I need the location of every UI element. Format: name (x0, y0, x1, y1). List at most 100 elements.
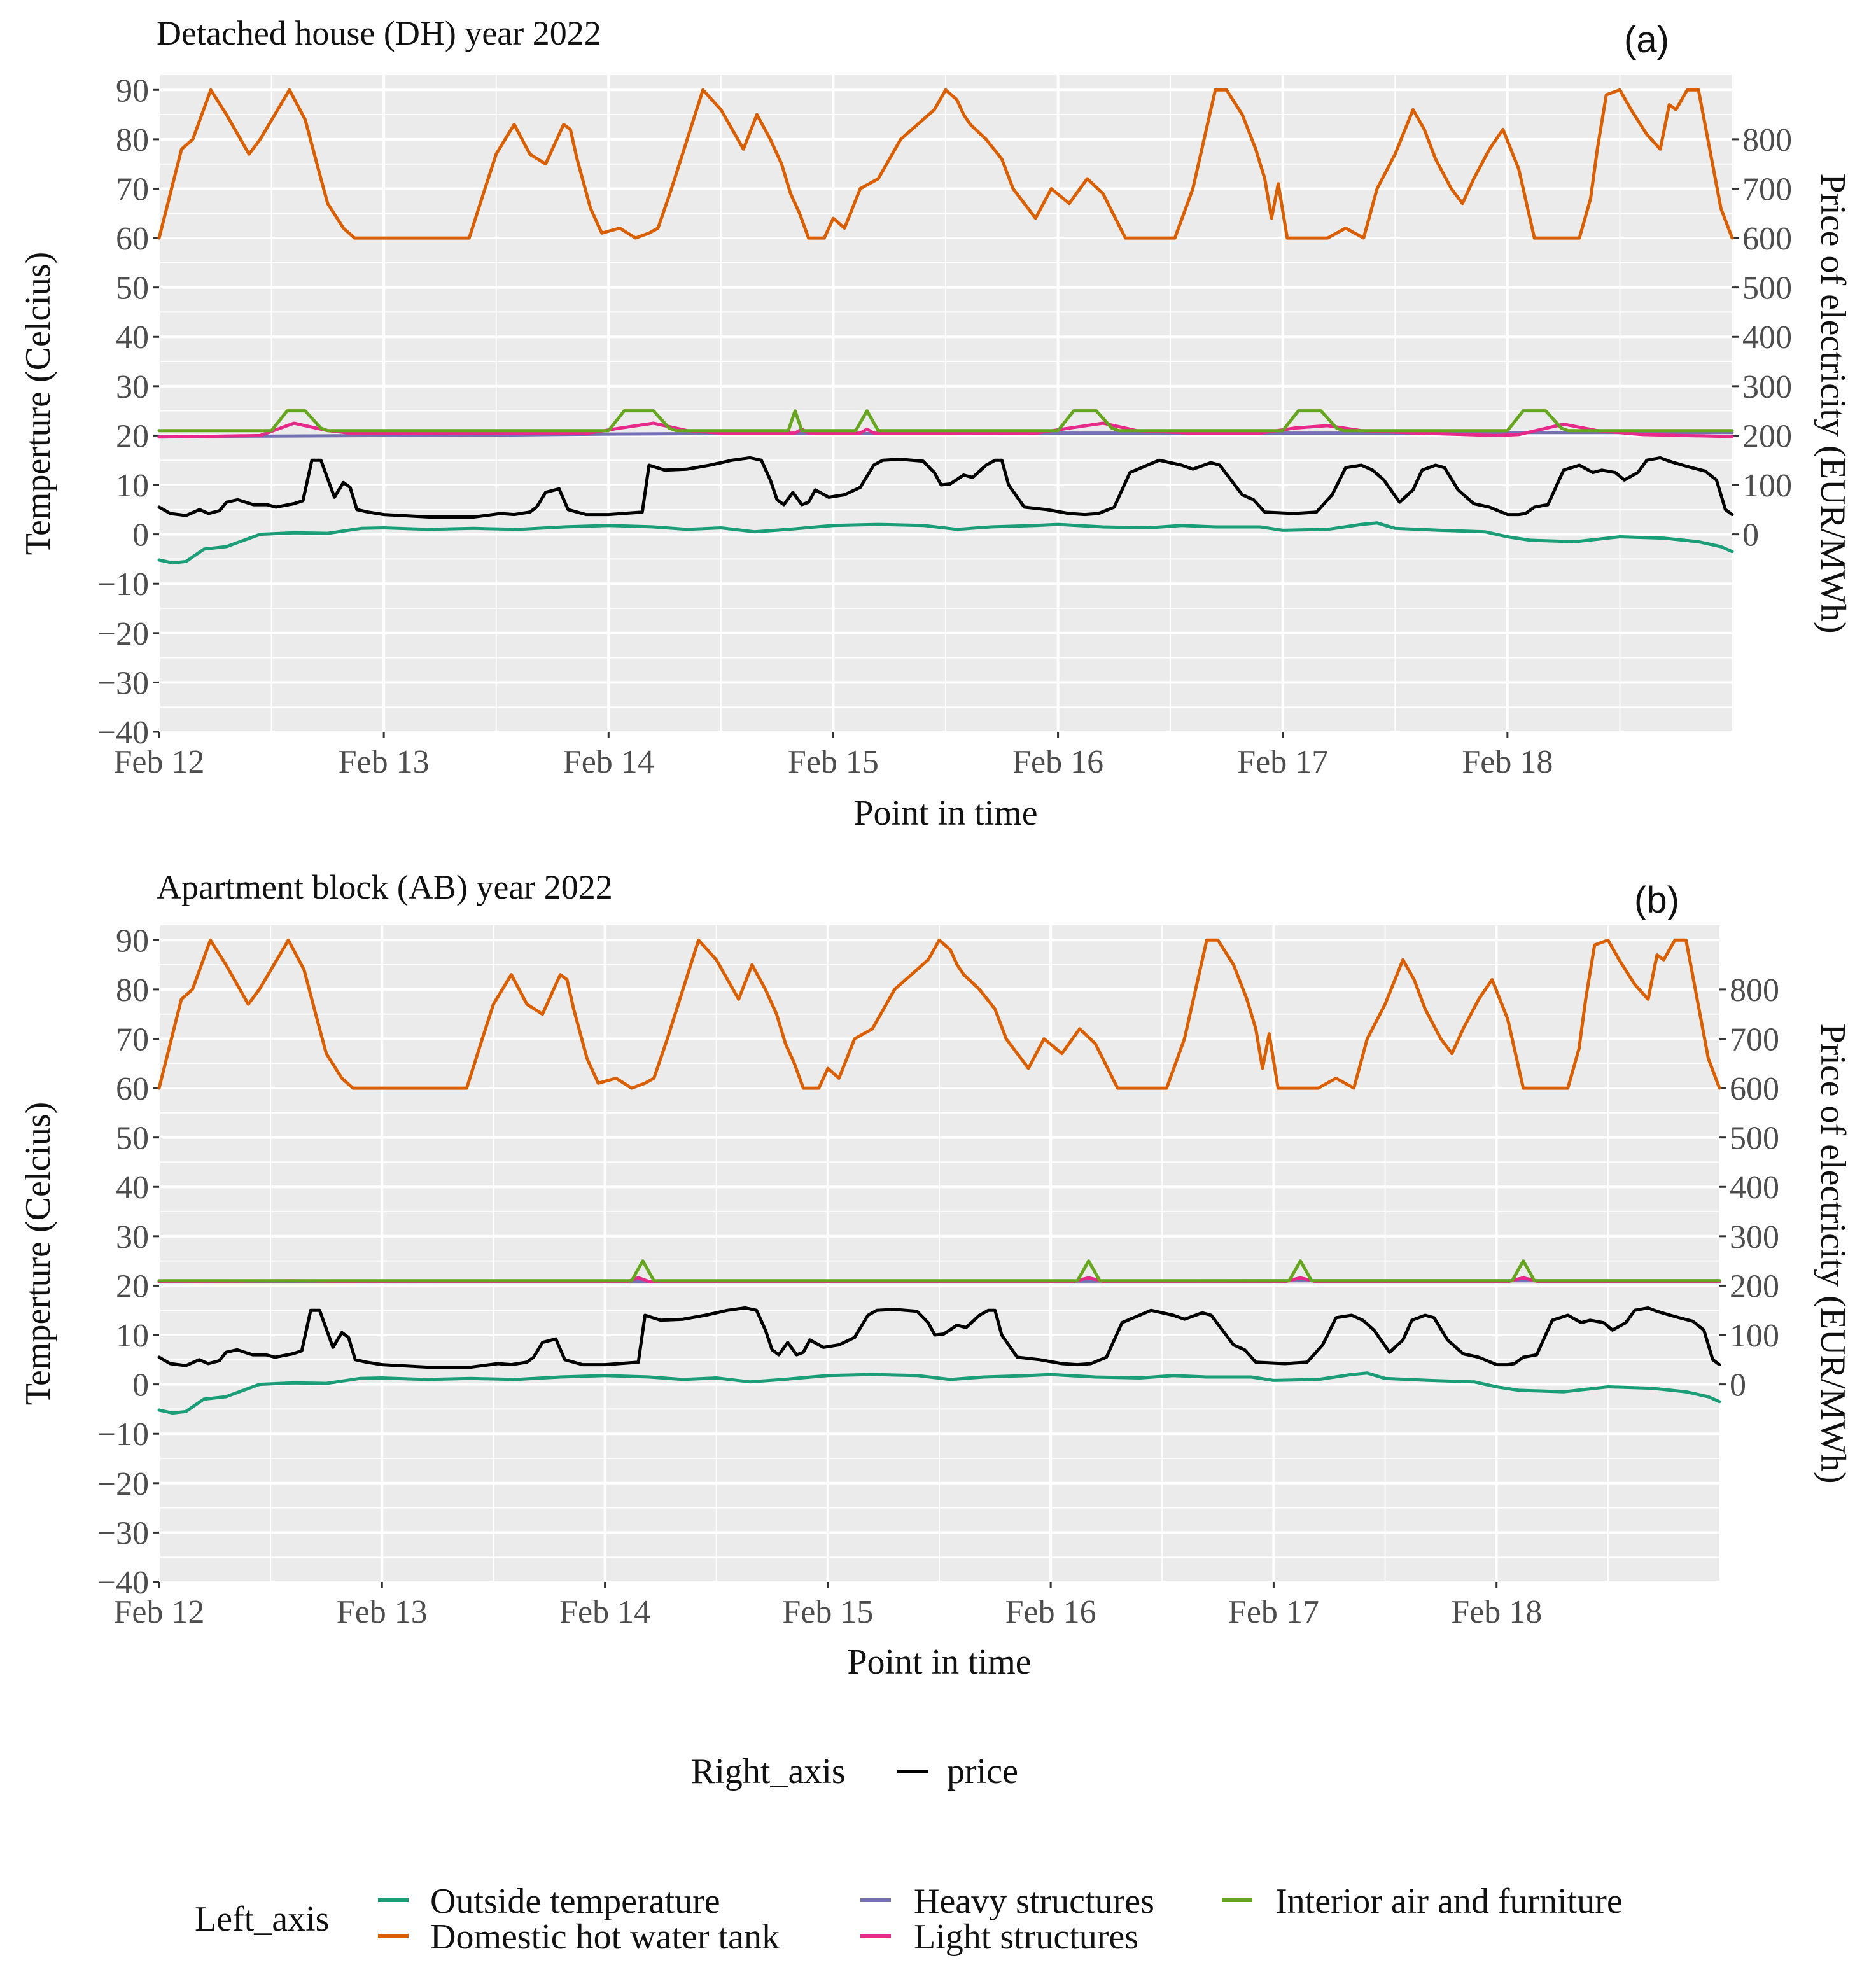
panel-a-y-tick-label: 80 (116, 122, 149, 158)
panel-b-y2-tick-label: 200 (1730, 1268, 1779, 1304)
panel-a-y-tick-label: 10 (116, 468, 149, 504)
panel-a-series-outside-temperature (157, 521, 1734, 565)
panel-b-y-tick-label: 20 (116, 1268, 149, 1304)
panel-b-y-tick-label: 70 (116, 1021, 149, 1058)
panel-b-y2-tick-label: 300 (1730, 1219, 1779, 1255)
panel-a-y-tick-label: 90 (116, 73, 149, 109)
panel-a-y2-tick-label: 300 (1742, 369, 1792, 405)
panel-a-x-axis-ticks: Feb 12 Feb 13 Feb 14 Feb 15 Feb 16 Feb 17 Feb … (114, 732, 1553, 780)
panel-a-y-tick-label: 30 (116, 369, 149, 405)
panel-b-y-tick-label: 10 (116, 1318, 149, 1354)
panel-a-y-tick-label: −20 (97, 616, 149, 652)
panel-b-title: Apartment block (AB) year 2022 (157, 868, 613, 906)
legend-right-title: Right_axis (691, 1752, 846, 1791)
panel-b-series-price (157, 1306, 1721, 1369)
legend-label-light-structures: Light structures (914, 1917, 1138, 1957)
panel-b-y2-tick-label: 0 (1730, 1367, 1746, 1404)
panel-a-x-tick-label: Feb 12 (114, 744, 205, 780)
panel-b-series-interior-air-and-furniture (157, 1259, 1721, 1283)
panel-b-y-tick-label: −20 (97, 1466, 149, 1502)
panel-a-y2-tick-label: 700 (1742, 171, 1792, 207)
panel-a-x-axis-label: Point in time (853, 794, 1037, 833)
panel-a-y2-tick-label: 400 (1742, 319, 1792, 356)
panel-b-y-tick-label: 90 (116, 923, 149, 959)
panel-a-y2-tick-label: 0 (1742, 517, 1759, 554)
panel-b-y-tick-label: −40 (97, 1565, 149, 1601)
panel-a-y-tick-label: 70 (116, 171, 149, 207)
panel-a-y-tick-label: 40 (116, 319, 149, 356)
panel-a-detached-house: Detached house (DH) year 2022 (a) −40 −30… (18, 14, 1852, 833)
panel-a-y-tick-label: 50 (116, 270, 149, 307)
panel-a-y2-tick-label: 500 (1742, 270, 1792, 307)
panel-a-x-tick-label: Feb 13 (339, 744, 430, 780)
panel-a-x-tick-label: Feb 15 (788, 744, 879, 780)
panel-b-y-tick-label: −10 (97, 1416, 149, 1453)
panel-a-x-tick-label: Feb 16 (1012, 744, 1103, 780)
legend-label-outside-temperature: Outside temperature (430, 1882, 720, 1921)
panel-a-y2-axis-label: Price of electricity (EUR/MWh) (1813, 173, 1852, 633)
panel-a-y-axis-label: Temperture (Celcius) (18, 252, 58, 556)
panel-b-x-axis-ticks: Feb 12 Feb 13 Feb 14 Feb 15 Feb 16 Feb 17 Feb … (114, 1582, 1542, 1630)
panel-b-y2-tick-label: 100 (1730, 1318, 1779, 1354)
legend-left-title: Left_axis (195, 1899, 329, 1939)
panel-b-x-tick-label: Feb 18 (1451, 1594, 1542, 1630)
panel-a-y-tick-label: 0 (132, 517, 149, 554)
panel-b-x-axis-label: Point in time (847, 1642, 1031, 1682)
panel-a-y2-tick-label: 200 (1742, 418, 1792, 454)
panel-a-y2-tick-label: 600 (1742, 221, 1792, 257)
panel-b-series-outside-temperature (157, 1371, 1721, 1415)
panel-b-y-tick-label: −30 (97, 1515, 149, 1551)
panel-a-y-tick-label: 20 (116, 418, 149, 454)
panel-b-y-tick-label: 60 (116, 1071, 149, 1107)
panel-b-y2-tick-label: 800 (1730, 972, 1779, 1009)
panel-b-tag: (b) (1634, 879, 1679, 921)
panel-a-y2-tick-label: 100 (1742, 468, 1792, 504)
panel-b-y2-tick-label: 500 (1730, 1121, 1779, 1157)
panel-b-series-domestic-hot-water-tank (157, 938, 1721, 1090)
panel-b-y-tick-label: 30 (116, 1219, 149, 1255)
panel-a-y-tick-label: −10 (97, 566, 149, 603)
panel-b-apartment-block: Apartment block (AB) year 2022 (b) −40 −3… (18, 868, 1852, 1682)
panel-b-y2-tick-label: 600 (1730, 1071, 1779, 1107)
panel-b-y-tick-label: 80 (116, 972, 149, 1009)
panel-b-y2-axis-label: Price of electricity (EUR/MWh) (1813, 1023, 1852, 1483)
panel-b-y-axis-ticks: −40 −30 −20 −10 0 10 20 30 40 50 60 70 80 90 (97, 923, 159, 1601)
panel-b-x-tick-label: Feb 17 (1228, 1594, 1319, 1630)
panel-a-y-axis-ticks: −40 −30 −20 −10 0 10 20 30 40 50 60 70 80 90 (97, 73, 159, 751)
panel-a-series-price (157, 456, 1734, 519)
panel-b-y2-axis-ticks: 0 100 200 300 400 500 600 700 800 (1719, 972, 1779, 1404)
panel-b-series (157, 938, 1721, 1415)
panel-a-y-tick-label: −30 (97, 665, 149, 701)
panel-b-x-tick-label: Feb 13 (337, 1594, 428, 1630)
panel-b-y-tick-label: 50 (116, 1121, 149, 1157)
legend-label-domestic-hot-water-tank: Domestic hot water tank (430, 1917, 780, 1957)
panel-b-x-tick-label: Feb 16 (1005, 1594, 1096, 1630)
panel-a-series (157, 88, 1734, 565)
panel-b-x-tick-label: Feb 14 (559, 1594, 650, 1630)
panel-a-y2-tick-label: 800 (1742, 122, 1792, 158)
panel-b-y-tick-label: 0 (132, 1367, 149, 1404)
panel-a-x-tick-label: Feb 17 (1237, 744, 1328, 780)
panel-b-x-tick-label: Feb 15 (782, 1594, 873, 1630)
legend-label-heavy-structures: Heavy structures (914, 1882, 1154, 1921)
panel-a-x-tick-label: Feb 18 (1462, 744, 1553, 780)
panel-a-gridlines (158, 75, 1732, 733)
panel-a-title: Detached house (DH) year 2022 (157, 14, 601, 52)
panel-a-series-light-structures (157, 421, 1734, 439)
panel-b-y2-tick-label: 400 (1730, 1170, 1779, 1206)
panel-a-series-domestic-hot-water-tank (157, 88, 1734, 240)
panel-a-y-tick-label: 60 (116, 221, 149, 257)
panel-b-y-axis-label: Temperture (Celcius) (18, 1102, 58, 1406)
legend-label-interior-air-and-furniture: Interior air and furniture (1275, 1882, 1623, 1921)
panel-a-y-tick-label: −40 (97, 715, 149, 751)
panel-a-x-tick-label: Feb 14 (563, 744, 654, 780)
legend-right-axis: Right_axis price (691, 1752, 1018, 1791)
legend-left-axis: Left_axis Outside temperature Domestic h… (195, 1882, 1623, 1957)
panel-b-x-tick-label: Feb 12 (114, 1594, 205, 1630)
panel-b-y2-tick-label: 700 (1730, 1021, 1779, 1058)
legend-label-price: price (947, 1752, 1018, 1791)
panel-a-tag: (a) (1624, 19, 1669, 60)
panel-a-series-interior-air-and-furniture (157, 409, 1734, 433)
panel-b-y-tick-label: 40 (116, 1170, 149, 1206)
